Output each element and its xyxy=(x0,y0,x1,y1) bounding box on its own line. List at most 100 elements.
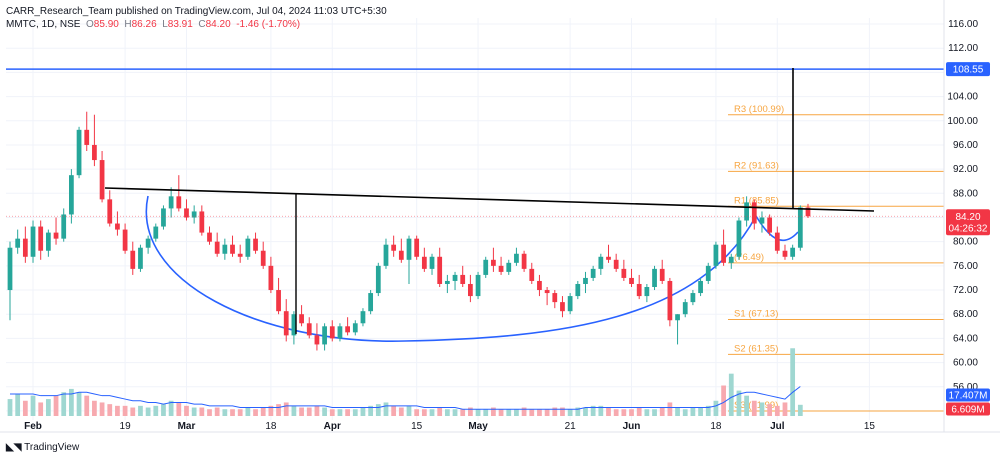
drawings[interactable] xyxy=(6,68,944,334)
candle-body xyxy=(391,244,397,251)
volume-bar xyxy=(514,409,519,416)
candle-body xyxy=(744,202,749,221)
candle-body xyxy=(790,247,796,257)
candle-body xyxy=(99,160,105,200)
candle-body xyxy=(782,250,788,257)
volume-bar xyxy=(268,405,274,416)
pivot-label: R2 (91.63) xyxy=(734,160,779,171)
candle-body xyxy=(237,253,243,257)
candle-body xyxy=(636,283,642,297)
volume-bar xyxy=(606,407,611,416)
volume-bar xyxy=(115,405,120,416)
candle-body xyxy=(682,302,688,315)
candle-body xyxy=(145,238,151,248)
volume-bar xyxy=(176,402,182,416)
candle-body xyxy=(521,253,527,269)
candle-body xyxy=(61,214,67,239)
high-value: 86.26 xyxy=(131,19,157,30)
volume-bar xyxy=(590,405,596,416)
publisher-line: CARR_Research_Team published on TradingV… xyxy=(6,6,387,17)
volume-bar xyxy=(69,388,74,416)
volume-bar xyxy=(414,409,420,416)
high-label: H xyxy=(124,19,132,30)
volume-bar xyxy=(667,402,673,416)
volume-bar xyxy=(15,393,21,416)
candle-body xyxy=(45,232,51,251)
countdown-text: 04:26:32 xyxy=(949,223,988,234)
candle-body xyxy=(230,244,235,254)
volume-bar xyxy=(7,399,13,416)
volume-bar xyxy=(636,407,642,416)
volume-bar xyxy=(84,395,90,416)
x-tick-label: 19 xyxy=(120,421,132,432)
volume-bar xyxy=(767,404,773,416)
candle-body xyxy=(590,268,596,278)
x-tick-label: Feb xyxy=(24,421,42,432)
volume-bar xyxy=(468,407,473,416)
volume-bar xyxy=(429,409,435,416)
y-tick-label: 100.00 xyxy=(947,116,978,127)
candle-body xyxy=(69,175,74,215)
volume-ma-line xyxy=(10,386,801,410)
cup-curve xyxy=(145,195,757,342)
volume-tag-text: 6.609M xyxy=(951,405,984,416)
candle-body xyxy=(797,207,803,248)
candle-body xyxy=(161,208,166,227)
volume-bar xyxy=(130,407,136,416)
tradingview-logo[interactable]: ◣◥ TradingView xyxy=(6,442,79,453)
x-tick-label: 15 xyxy=(411,421,423,432)
volume-tag-bg xyxy=(946,402,990,416)
candle-body xyxy=(529,268,535,281)
y-tick-label: 60.00 xyxy=(953,358,978,369)
neckline xyxy=(104,187,875,212)
volume-bar xyxy=(575,407,581,416)
x-tick-label: May xyxy=(468,421,488,432)
candle-body xyxy=(698,280,703,294)
volume-bar xyxy=(452,409,458,416)
candle-body xyxy=(291,314,297,336)
candle-body xyxy=(130,250,136,269)
volume-bar xyxy=(76,392,82,416)
x-tick-label: 18 xyxy=(710,421,722,432)
volume-bar xyxy=(506,409,512,416)
close-value: 84.20 xyxy=(205,19,231,30)
low-value: 83.91 xyxy=(167,19,193,30)
y-tick-label: 72.00 xyxy=(953,285,978,296)
volume-ma xyxy=(10,386,801,410)
candle-body xyxy=(659,268,665,281)
candle-body xyxy=(429,256,435,269)
candle-body xyxy=(437,256,443,284)
volume-bar xyxy=(759,402,765,416)
volume-bar xyxy=(529,409,535,416)
volume-bar xyxy=(237,409,243,416)
candle-body xyxy=(728,256,734,263)
x-tick-label: Jun xyxy=(623,421,641,432)
symbol-label[interactable]: MMTC, 1D, NSE xyxy=(6,19,81,30)
open-label: O xyxy=(86,19,94,30)
candles[interactable] xyxy=(7,111,811,351)
candle-body xyxy=(115,223,120,230)
volume-bar xyxy=(45,399,51,416)
volume-bar xyxy=(751,400,757,416)
volume-bar xyxy=(352,409,358,416)
candle-body xyxy=(652,268,657,288)
volume-bar xyxy=(199,407,205,416)
volume-bar xyxy=(245,407,251,416)
volume-bar xyxy=(713,400,719,416)
volume-bar xyxy=(299,407,304,416)
candle-body xyxy=(107,199,113,224)
candle-body xyxy=(299,314,304,324)
volume-bar xyxy=(598,405,604,416)
volume-bar xyxy=(222,409,228,416)
candle-body xyxy=(644,287,650,297)
pivot-label: R1 (85.85) xyxy=(734,195,779,206)
volume-bar xyxy=(398,407,404,416)
brand-label: TradingView xyxy=(24,442,80,453)
candle-body xyxy=(583,277,588,284)
pivot-label: (76.49) xyxy=(734,252,764,263)
candle-body xyxy=(76,129,82,176)
